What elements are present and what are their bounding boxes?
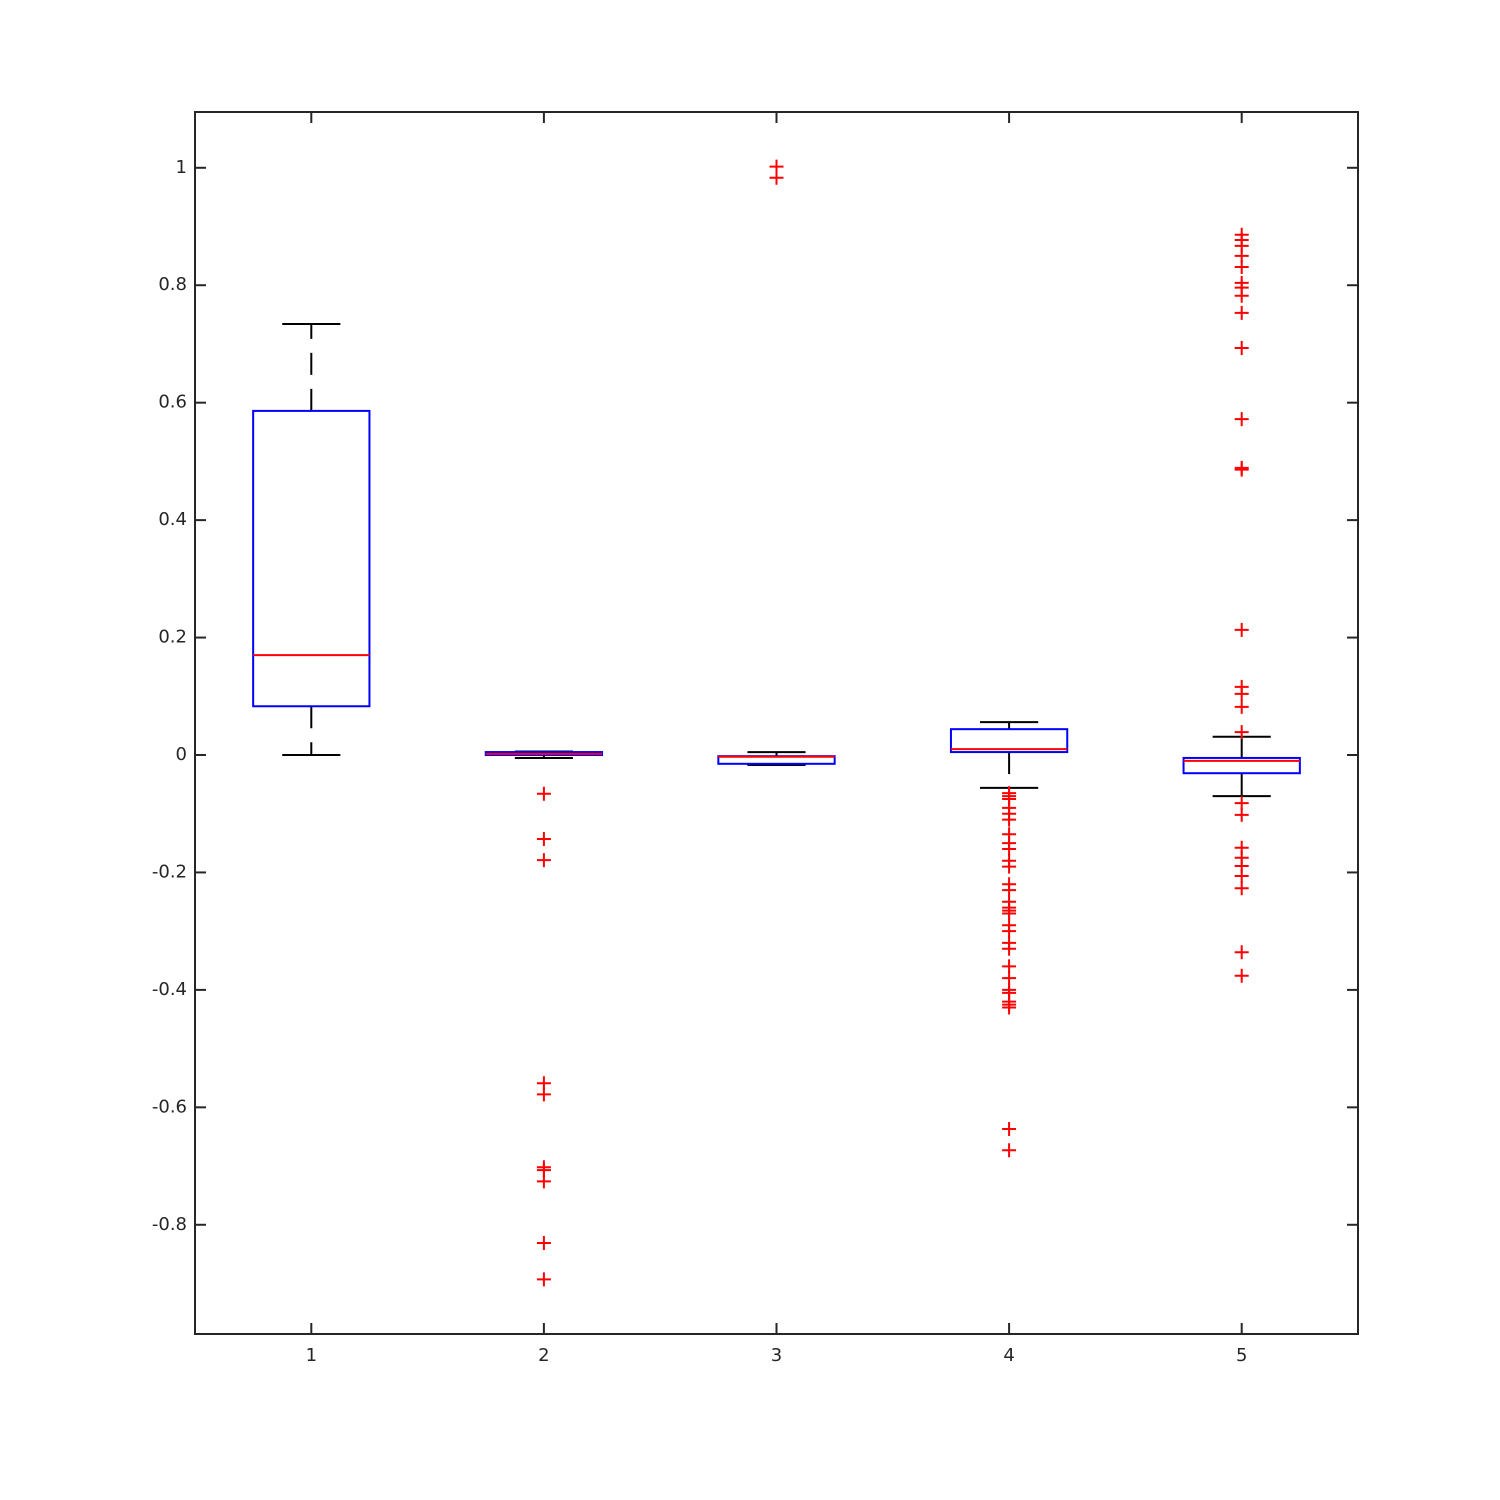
x-tick-label: 3 [771,1345,782,1366]
outlier [1234,725,1249,740]
y-tick-label: 1 [176,157,187,178]
outlier [536,1272,551,1287]
outlier [1002,959,1017,974]
outlier [1002,859,1017,874]
outlier [1002,1143,1017,1158]
outlier [536,853,551,868]
outlier [536,831,551,846]
outlier [1234,686,1249,701]
y-tick-label: -0.8 [152,1214,187,1235]
y-tick-label: -0.4 [152,979,187,1000]
y-tick-label: -0.6 [152,1096,187,1117]
outlier [1002,841,1017,856]
plot-frame [194,111,1359,1335]
outlier [1002,883,1017,898]
box [949,728,1069,754]
outlier [1002,971,1017,986]
outlier [1234,945,1249,960]
x-tick-label: 1 [306,1345,317,1366]
y-tick-label: -0.2 [152,861,187,882]
outlier [1002,941,1017,956]
outlier [1002,1122,1017,1137]
x-tick-label: 5 [1236,1345,1247,1366]
y-tick-label: 0.8 [158,274,187,295]
outlier [536,1235,551,1250]
outlier [1234,868,1249,883]
box [252,409,371,708]
outlier [1234,807,1249,822]
outlier [1234,699,1249,714]
outlier [1234,288,1249,303]
x-tick-label: 2 [538,1345,549,1366]
outlier [1234,260,1249,275]
x-tick-label: 4 [1003,1345,1014,1366]
y-tick-label: 0.2 [158,627,187,648]
outlier [536,1087,551,1102]
outlier [536,1174,551,1189]
y-tick-label: 0 [176,744,187,765]
y-tick-label: 0.6 [158,392,187,413]
y-tick-label: 0.4 [158,509,187,530]
outlier [536,786,551,801]
outlier [1234,412,1249,427]
outlier [1002,1000,1017,1015]
outlier [1002,906,1017,921]
outlier [1002,924,1017,939]
outlier [1234,341,1249,356]
outlier [769,170,784,185]
outlier [1234,622,1249,637]
outlier [1234,796,1249,811]
outlier [1234,305,1249,320]
outlier [1234,968,1249,983]
outlier [1002,812,1017,827]
box [1182,756,1301,775]
outlier [1234,881,1249,896]
outlier [1234,462,1249,477]
